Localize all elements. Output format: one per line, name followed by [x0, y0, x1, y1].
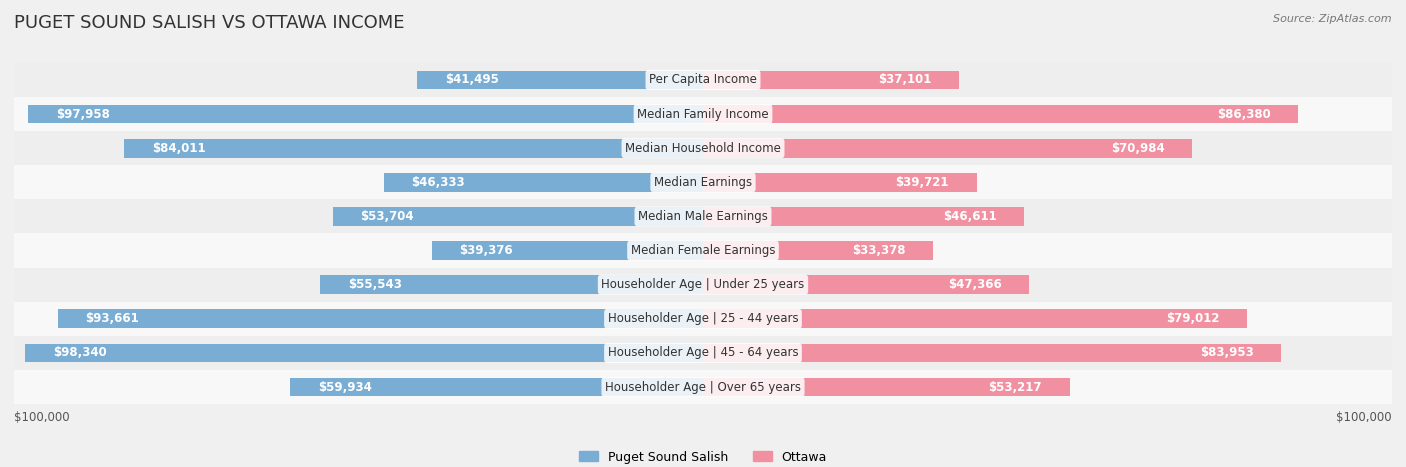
Bar — [703, 71, 959, 89]
Text: $83,953: $83,953 — [1201, 347, 1254, 360]
Text: $37,101: $37,101 — [877, 73, 931, 86]
Text: $97,958: $97,958 — [56, 107, 110, 120]
Bar — [703, 241, 934, 260]
Bar — [703, 105, 1298, 123]
Text: $59,934: $59,934 — [318, 381, 371, 394]
Legend: Puget Sound Salish, Ottawa: Puget Sound Salish, Ottawa — [574, 446, 832, 467]
Bar — [28, 105, 703, 123]
Bar — [290, 378, 703, 396]
Text: Median Family Income: Median Family Income — [637, 107, 769, 120]
Bar — [703, 173, 977, 191]
Text: Source: ZipAtlas.com: Source: ZipAtlas.com — [1274, 14, 1392, 24]
Bar — [14, 302, 1392, 336]
Bar — [14, 165, 1392, 199]
Text: $86,380: $86,380 — [1216, 107, 1271, 120]
Text: Householder Age | 45 - 64 years: Householder Age | 45 - 64 years — [607, 347, 799, 360]
Text: $98,340: $98,340 — [53, 347, 107, 360]
Bar — [418, 71, 703, 89]
Text: $53,704: $53,704 — [360, 210, 415, 223]
Text: $47,366: $47,366 — [948, 278, 1001, 291]
Bar — [703, 276, 1029, 294]
Text: PUGET SOUND SALISH VS OTTAWA INCOME: PUGET SOUND SALISH VS OTTAWA INCOME — [14, 14, 405, 32]
Text: $84,011: $84,011 — [152, 142, 205, 155]
Text: $100,000: $100,000 — [14, 411, 70, 424]
Text: Median Female Earnings: Median Female Earnings — [631, 244, 775, 257]
Bar — [14, 131, 1392, 165]
Text: $46,333: $46,333 — [412, 176, 465, 189]
Bar — [124, 139, 703, 157]
Bar — [25, 344, 703, 362]
Text: Householder Age | Under 25 years: Householder Age | Under 25 years — [602, 278, 804, 291]
Text: Median Household Income: Median Household Income — [626, 142, 780, 155]
Bar — [14, 97, 1392, 131]
Text: $53,217: $53,217 — [988, 381, 1042, 394]
Text: $100,000: $100,000 — [1336, 411, 1392, 424]
Bar — [14, 268, 1392, 302]
Text: $46,611: $46,611 — [943, 210, 997, 223]
Bar — [333, 207, 703, 226]
Bar — [703, 344, 1281, 362]
Bar — [703, 378, 1070, 396]
Text: $79,012: $79,012 — [1167, 312, 1220, 325]
Text: Householder Age | 25 - 44 years: Householder Age | 25 - 44 years — [607, 312, 799, 325]
Bar — [58, 310, 703, 328]
Text: $93,661: $93,661 — [86, 312, 139, 325]
Text: Per Capita Income: Per Capita Income — [650, 73, 756, 86]
Bar — [703, 139, 1192, 157]
Text: Median Male Earnings: Median Male Earnings — [638, 210, 768, 223]
Text: $41,495: $41,495 — [444, 73, 499, 86]
Text: $39,376: $39,376 — [460, 244, 513, 257]
Bar — [14, 199, 1392, 234]
Bar — [384, 173, 703, 191]
Bar — [14, 370, 1392, 404]
Bar — [14, 336, 1392, 370]
Text: $39,721: $39,721 — [896, 176, 949, 189]
Bar — [703, 207, 1024, 226]
Text: $33,378: $33,378 — [852, 244, 905, 257]
Text: Householder Age | Over 65 years: Householder Age | Over 65 years — [605, 381, 801, 394]
Text: Median Earnings: Median Earnings — [654, 176, 752, 189]
Text: $55,543: $55,543 — [347, 278, 402, 291]
Bar — [432, 241, 703, 260]
Bar — [321, 276, 703, 294]
Bar — [14, 63, 1392, 97]
Text: $70,984: $70,984 — [1111, 142, 1164, 155]
Bar — [14, 234, 1392, 268]
Bar — [703, 310, 1247, 328]
